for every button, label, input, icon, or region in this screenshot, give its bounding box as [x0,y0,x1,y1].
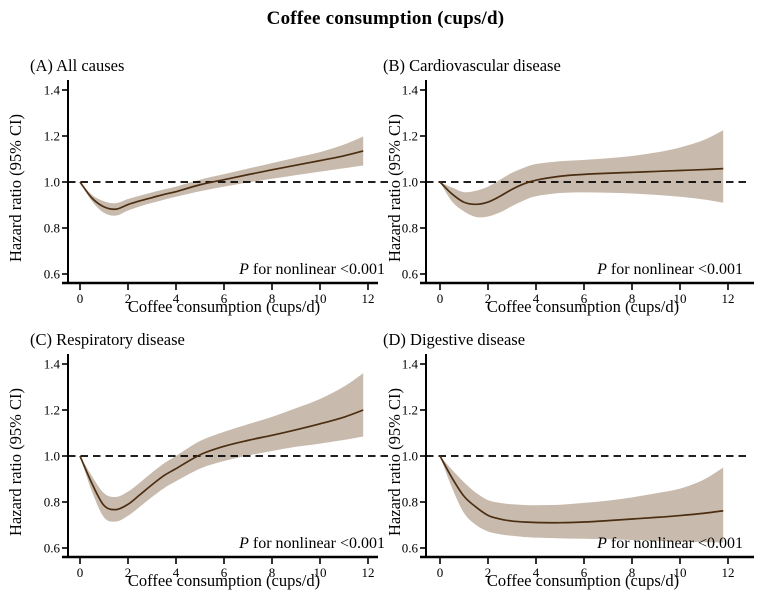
x-tick-label: 8 [269,291,276,306]
hazard-ratio-curve [79,409,364,511]
panel-title-respiratory: (C) Respiratory disease [30,330,185,349]
x-tick-label: 2 [125,291,132,306]
y-tick-label: 0.6 [44,267,61,282]
y-tick-label: 1.2 [44,129,60,144]
x-tick-label: 0 [77,565,84,580]
x-tick-label: 0 [437,565,444,580]
x-tick-label: 12 [722,291,735,306]
y-tick-label: 1.4 [44,83,61,98]
x-tick-label: 0 [437,291,444,306]
y-tick-label: 1.4 [402,83,419,98]
x-tick-label: 10 [674,565,687,580]
x-tick-label: 6 [581,565,588,580]
y-tick-label: 0.8 [402,495,418,510]
x-tick-label: 2 [485,565,492,580]
x-tick-label: 4 [533,291,540,306]
y-tick-label: 1.0 [402,175,418,190]
y-tick-label: 0.8 [44,495,60,510]
x-tick-label: 8 [629,565,636,580]
y-tick-label: 1.4 [44,357,61,372]
x-tick-label: 12 [362,291,375,306]
y-tick-label: 0.8 [402,221,418,236]
y-tick-label: 0.8 [44,221,60,236]
x-tick-label: 12 [362,565,375,580]
y-tick-label: 1.2 [44,403,60,418]
y-tick-label: 0.6 [402,541,419,556]
x-tick-label: 0 [77,291,84,306]
hazard-ratio-curve [79,150,364,211]
y-tick-label: 0.6 [44,541,61,556]
x-tick-label: 2 [485,291,492,306]
x-tick-label: 6 [221,291,228,306]
plot-all-causes: 0.6 0.8 1.0 1.2 1.4 0 2 4 6 8 10 12 [44,80,388,306]
x-tick-label: 10 [314,291,327,306]
x-tick-label: 8 [629,291,636,306]
y-tick-label: 1.4 [402,357,419,372]
ci-band [80,136,364,216]
y-tick-label: 1.2 [402,129,418,144]
plot-digestive: 0.6 0.8 1.0 1.2 1.4 0 2 4 6 8 10 12 [402,354,754,580]
x-tick-label: 4 [533,565,540,580]
hazard-ratio-curve [439,167,724,206]
y-tick-label: 1.0 [44,175,60,190]
y-tick-label: 1.0 [402,449,418,464]
x-tick-label: 4 [173,565,180,580]
y-tick-label: 1.0 [44,449,60,464]
x-tick-label: 6 [581,291,588,306]
x-tick-label: 2 [125,565,132,580]
panel-title-all-causes: (A) All causes [30,56,125,75]
x-tick-label: 12 [722,565,735,580]
x-tick-label: 8 [269,565,276,580]
y-tick-label: 0.6 [402,267,419,282]
figure-title: Coffee consumption (cups/d) [266,8,505,29]
plot-respiratory: 0.6 0.8 1.0 1.2 1.4 0 2 4 6 8 10 12 [44,354,388,580]
x-tick-label: 4 [173,291,180,306]
hazard-ratio-curve [439,455,724,524]
ci-band [440,456,724,543]
x-tick-label: 6 [221,565,228,580]
y-tick-label: 1.2 [402,403,418,418]
x-tick-label: 10 [674,291,687,306]
panel-title-cardiovascular: (B) Cardiovascular disease [383,56,561,75]
x-tick-label: 10 [314,565,327,580]
plot-cardiovascular: 0.6 0.8 1.0 1.2 1.4 0 2 4 6 8 10 12 [402,80,754,306]
panel-title-digestive: (D) Digestive disease [383,330,526,349]
